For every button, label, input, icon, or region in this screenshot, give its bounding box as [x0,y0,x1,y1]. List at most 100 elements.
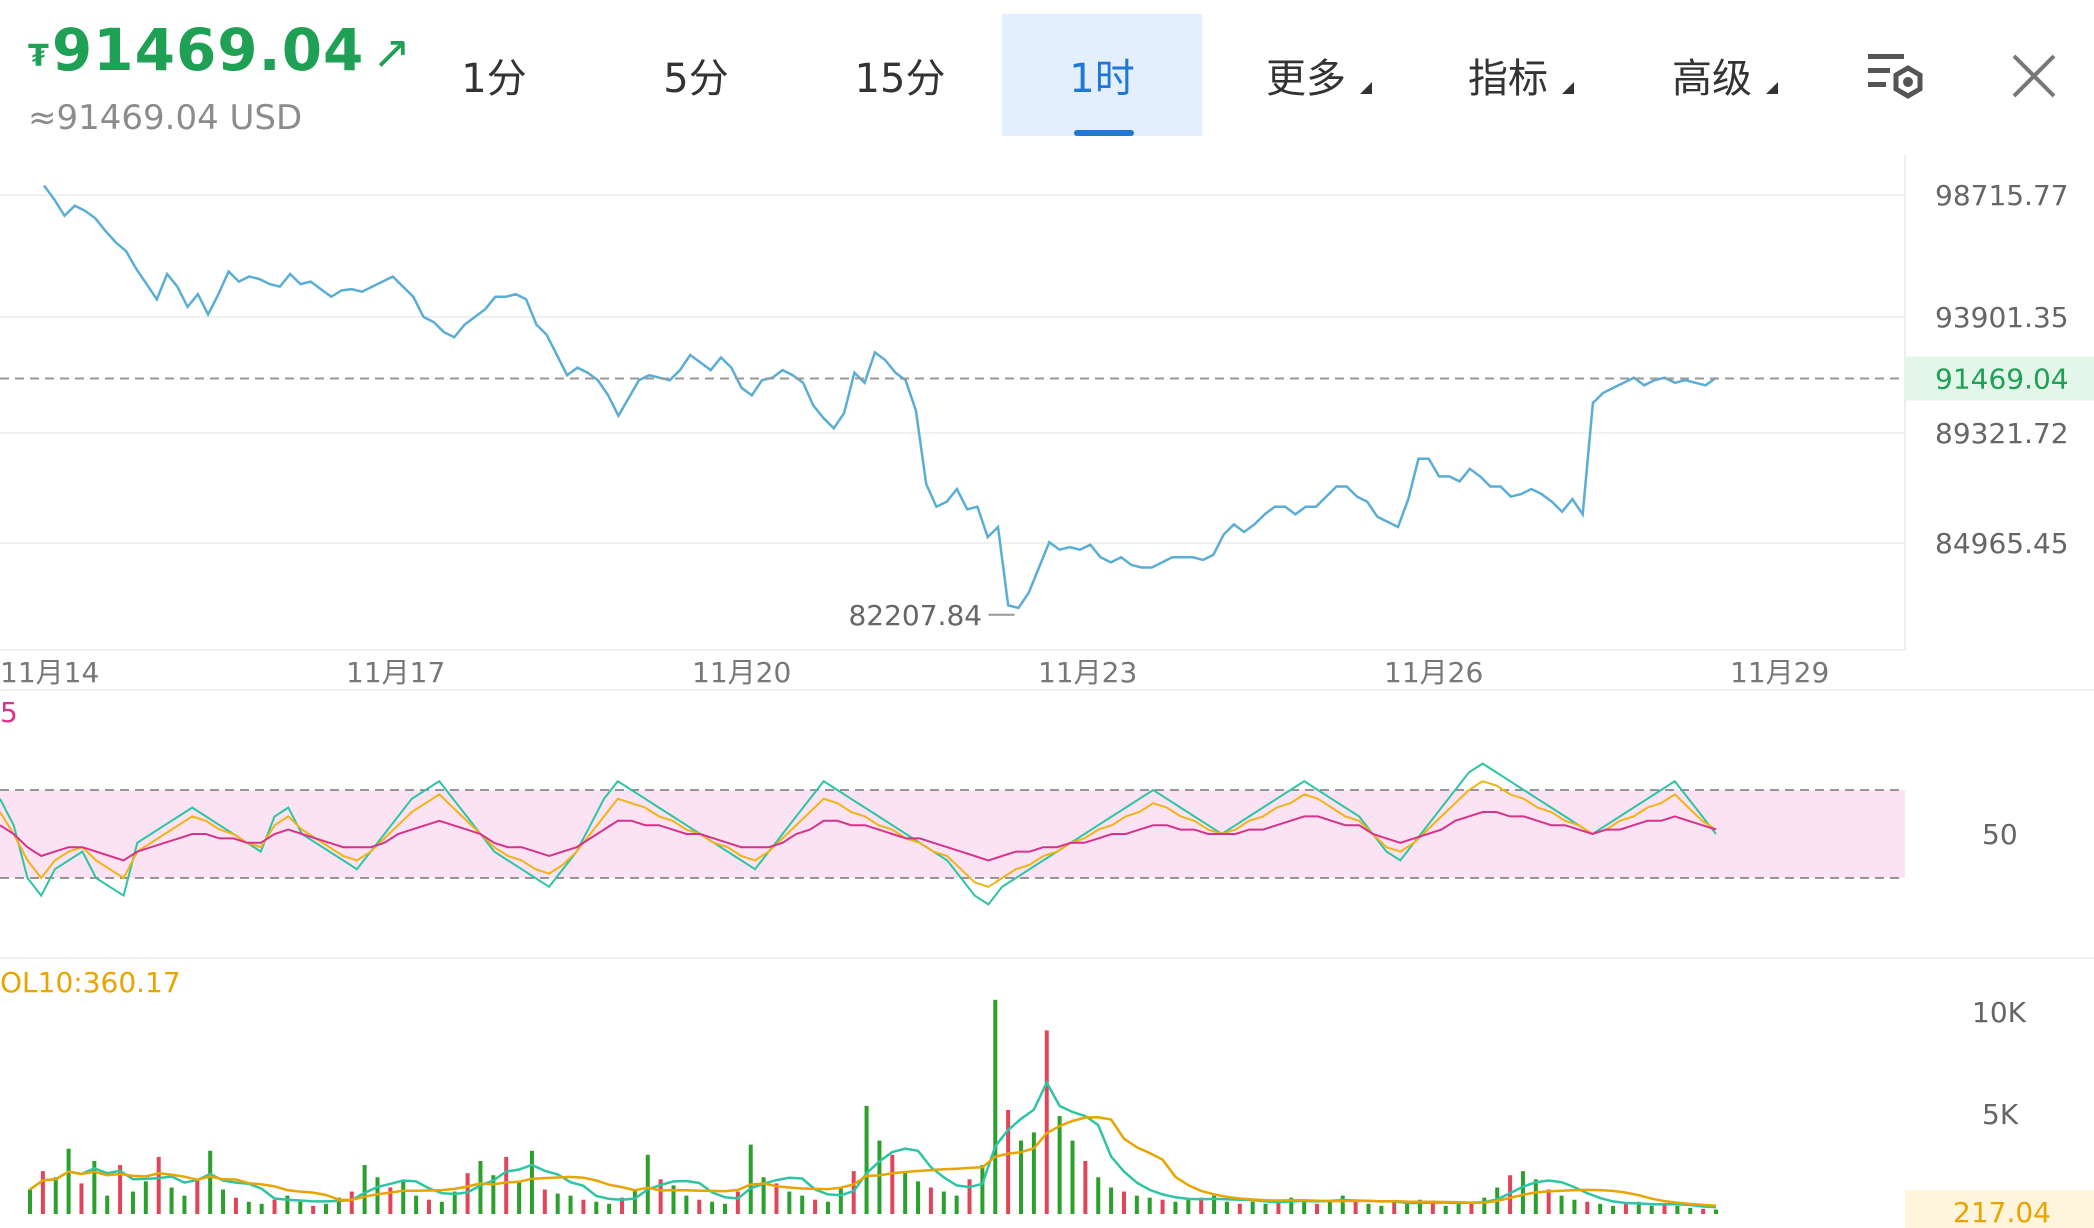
volume-bar [1469,1201,1474,1214]
price-y-tick: 98715.77 [1935,179,2069,212]
volume-bar [1405,1203,1410,1214]
volume-bar [1572,1199,1577,1214]
chart-settings-icon[interactable] [1860,40,1932,112]
volume-bar [221,1189,226,1214]
tab-1[interactable]: 5分 [596,14,796,136]
volume-bar [697,1199,702,1214]
trend-arrow-icon: ↗ [372,25,412,79]
volume-bar [1417,1199,1422,1214]
volume-bar [118,1165,123,1214]
volume-bar [1070,1140,1075,1214]
volume-bar [169,1187,174,1214]
volume-bar [349,1191,354,1214]
volume-bar [1701,1208,1706,1214]
volume-bar [671,1185,676,1214]
volume-bar [1508,1175,1513,1214]
volume-bar [1096,1177,1101,1214]
rsi-series-line [0,811,1717,862]
volume-bar [658,1179,663,1214]
volume-bar [1109,1187,1114,1214]
volume-bar [1083,1160,1088,1214]
volume-bar [208,1150,213,1214]
current-volume-label: 217.04 [1953,1196,2051,1228]
tab-label: 1分 [461,56,527,102]
tab-3[interactable]: 1时 [1002,14,1202,136]
volume-bar [246,1201,251,1214]
volume-bar [452,1191,457,1214]
volume-bar [645,1154,650,1214]
volume-bar [1186,1199,1191,1214]
volume-ma-line [29,1116,1717,1207]
volume-bar [28,1189,32,1214]
tab-4[interactable]: 更多 [1206,14,1406,136]
current-price-label: 91469.04 [1935,363,2069,396]
volume-bar [877,1140,882,1214]
current-price-label-bg [1905,356,2094,401]
tab-label: 高级 [1672,56,1752,102]
volume-bar [1327,1201,1332,1214]
volume-bar [1443,1205,1448,1214]
volume-bar [1688,1207,1693,1214]
volume-bar [426,1199,431,1214]
volume-bar [1134,1195,1139,1214]
volume-bar [1057,1116,1062,1214]
volume-bars [28,999,1718,1214]
usd-equivalent: ≈91469.04 USD [28,98,303,138]
volume-bar [1392,1201,1397,1214]
volume-bar [1675,1205,1680,1214]
volume-bar [954,1195,959,1214]
volume-bar [1456,1203,1461,1214]
price-gridlines [0,194,1905,545]
date-tick: 11月20 [692,656,791,689]
tab-2[interactable]: 15分 [800,14,1000,136]
price-y-tick: 89321.72 [1935,417,2069,450]
volume-bar [838,1187,843,1214]
volume-bar [1611,1205,1616,1214]
volume-bar [156,1156,161,1214]
volume-bar [1662,1203,1667,1214]
volume-bar [336,1197,341,1214]
volume-bar [928,1187,933,1214]
volume-bar [1147,1197,1152,1214]
volume-bar [79,1183,84,1214]
close-icon[interactable] [1998,40,2070,112]
volume-bar [517,1181,522,1214]
volume-bar [980,1165,985,1214]
date-tick: 11月17 [346,656,445,689]
volume-bar [92,1160,97,1214]
tab-label: 15分 [854,56,946,102]
volume-bar [478,1160,483,1214]
volume-bar [439,1201,444,1214]
volume-bar [800,1195,805,1214]
volume-bar [40,1171,45,1214]
volume-bar [1199,1197,1204,1214]
volume-bar [594,1201,599,1214]
volume-bar [1121,1191,1126,1214]
volume-bar [1173,1201,1178,1214]
volume-bar [1212,1195,1217,1214]
price-y-axis: 98715.77 93901.35 89321.72 84965.45 [1935,179,2069,560]
tab-5[interactable]: 指标 [1408,14,1608,136]
date-tick: 11月29 [1730,656,1829,689]
volume-bar [285,1195,290,1214]
current-volume-label-bg [1905,1190,2094,1228]
volume-bar [787,1191,792,1214]
volume-bar [1263,1203,1268,1214]
volume-bar [1559,1195,1564,1214]
volume-ma-label: OL10:360.17 [0,966,181,999]
volume-bar [1315,1203,1320,1214]
rsi-corner-label: 5 [0,696,18,729]
tab-6[interactable]: 高级 [1612,14,1812,136]
volume-bar [620,1197,625,1214]
tab-label: 指标 [1468,56,1548,102]
currency-symbol: ₮ [28,39,50,74]
volume-bar [1649,1205,1654,1214]
volume-bar [1546,1189,1551,1214]
tab-0[interactable]: 1分 [394,14,594,136]
volume-bar [143,1181,148,1214]
volume-bar [1585,1201,1590,1214]
volume-bar [1276,1199,1281,1214]
price-value: 91469.04 [51,16,365,84]
rsi-lines [0,762,1717,906]
